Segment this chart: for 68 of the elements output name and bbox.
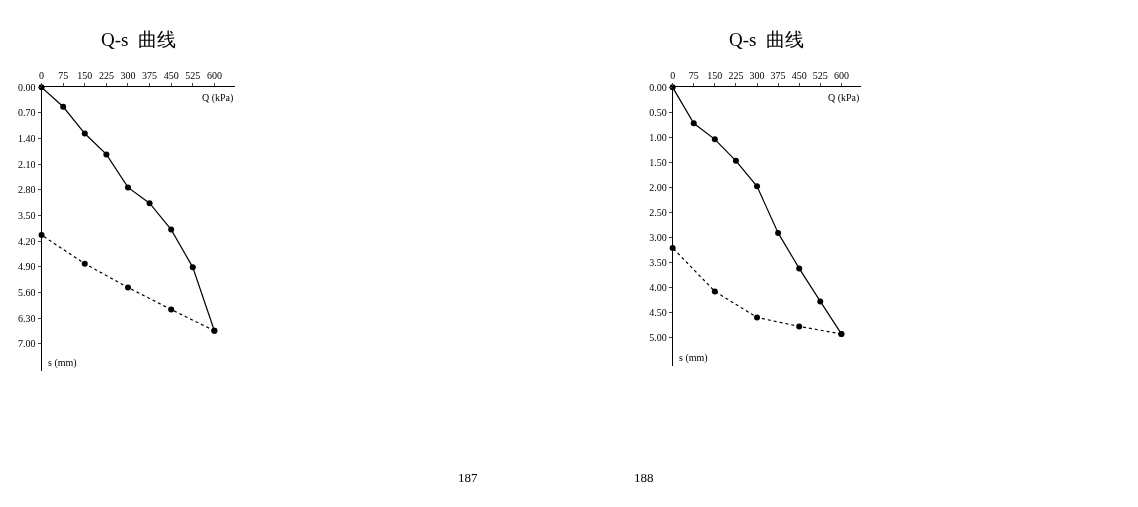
y-tick-label: 4.90 (18, 261, 36, 273)
text: 188 (634, 470, 654, 485)
x-axis-title: Q (kPa) (202, 92, 234, 104)
x-tick-label: 600 (206, 70, 222, 82)
point (711, 136, 718, 143)
y-tick-label: 1.00 (649, 131, 667, 143)
x-tick-label: 75 (58, 70, 69, 82)
point (103, 151, 110, 158)
x-tick-label: 300 (120, 70, 136, 82)
y-axis-title: s (mm) (679, 352, 708, 364)
point (124, 284, 131, 291)
x-axis-title: Q (kPa) (828, 92, 860, 104)
y-tick-label: 2.00 (649, 181, 667, 193)
point (60, 103, 67, 110)
y-axis-title: s (mm) (48, 357, 77, 369)
y-tick-label: 2.10 (18, 158, 36, 170)
x-tick-label: 225 (98, 70, 114, 82)
x-tick-label: 450 (791, 70, 807, 82)
chart-title: Q-s 曲线 (101, 29, 176, 50)
y-tick-label: 4.50 (649, 306, 667, 318)
point (168, 306, 175, 313)
x-tick-label: 600 (833, 70, 849, 82)
point (81, 130, 88, 137)
point (81, 260, 88, 267)
x-tick-label: 375 (770, 70, 786, 82)
x-tick-label: 0 (39, 70, 45, 82)
point (796, 265, 803, 272)
point (189, 264, 196, 271)
text: 187 (458, 470, 478, 485)
x-tick-label: 150 (77, 70, 93, 82)
point (775, 229, 782, 236)
y-tick-label: 0.50 (649, 106, 667, 118)
y-tick-label: 3.00 (649, 231, 667, 243)
point (796, 323, 803, 330)
x-tick-label: 225 (728, 70, 744, 82)
point (817, 298, 824, 305)
y-tick-label: 2.50 (649, 206, 667, 218)
x-tick-label: 450 (163, 70, 179, 82)
point (732, 157, 739, 164)
x-tick-label: 0 (670, 70, 676, 82)
y-tick-label: 2.80 (18, 184, 36, 196)
x-tick-label: 525 (185, 70, 201, 82)
point (168, 226, 175, 233)
x-tick-label: 375 (142, 70, 158, 82)
y-tick-label: 1.50 (649, 156, 667, 168)
y-tick-label: 5.00 (649, 331, 667, 343)
point (754, 314, 761, 321)
point (124, 184, 131, 191)
y-tick-label: 3.50 (649, 256, 667, 268)
y-tick-label: 0.00 (649, 81, 667, 93)
x-tick-label: 150 (707, 70, 723, 82)
point (690, 120, 697, 127)
point (711, 288, 718, 295)
y-tick-label: 0.00 (18, 81, 36, 93)
y-tick-label: 6.30 (18, 312, 36, 324)
point (754, 183, 761, 190)
y-tick-label: 5.60 (18, 287, 36, 299)
x-tick-label: 300 (749, 70, 765, 82)
y-tick-label: 0.70 (18, 107, 36, 119)
point (146, 200, 153, 207)
y-tick-label: 1.40 (18, 133, 36, 145)
y-tick-label: 3.50 (18, 210, 36, 222)
y-tick-label: 7.00 (18, 338, 36, 350)
y-tick-label: 4.00 (649, 281, 667, 293)
x-tick-label: 75 (688, 70, 699, 82)
chart-title: Q-s 曲线 (729, 29, 804, 50)
y-tick-label: 4.20 (18, 235, 36, 247)
x-tick-label: 525 (812, 70, 828, 82)
